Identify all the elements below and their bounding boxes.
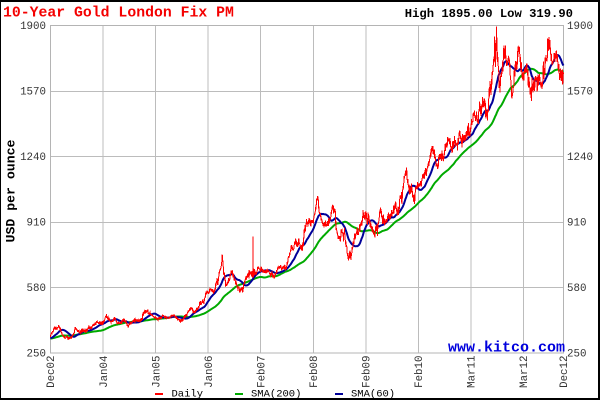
svg-text:High 1895.00 Low 319.90: High 1895.00 Low 319.90 [405, 7, 573, 21]
svg-text:250: 250 [27, 349, 46, 361]
svg-text:1900: 1900 [567, 21, 593, 33]
svg-text:Daily: Daily [172, 389, 204, 400]
svg-text:Feb09: Feb09 [362, 356, 374, 388]
svg-text:910: 910 [567, 218, 586, 230]
svg-text:1240: 1240 [567, 152, 593, 164]
svg-text:Dec02: Dec02 [46, 356, 58, 388]
svg-text:1240: 1240 [20, 152, 46, 164]
svg-text:1900: 1900 [20, 21, 46, 33]
svg-text:250: 250 [567, 349, 586, 361]
svg-text:Mar11: Mar11 [467, 356, 479, 388]
svg-text:Feb08: Feb08 [309, 356, 321, 388]
svg-text:580: 580 [567, 283, 586, 295]
svg-text:SMA(60): SMA(60) [351, 389, 395, 400]
svg-text:910: 910 [27, 218, 46, 230]
svg-text:Jan05: Jan05 [151, 356, 163, 388]
svg-text:Feb10: Feb10 [414, 356, 426, 388]
svg-text:Jan06: Jan06 [204, 356, 216, 388]
svg-text:1570: 1570 [567, 87, 593, 99]
svg-text:SMA(200): SMA(200) [251, 389, 301, 400]
svg-text:www.kitco.com: www.kitco.com [448, 339, 565, 356]
svg-text:Dec12: Dec12 [559, 356, 571, 388]
svg-text:1570: 1570 [20, 87, 46, 99]
svg-text:Jan04: Jan04 [99, 356, 111, 388]
svg-text:USD per ounce: USD per ounce [4, 139, 19, 242]
svg-text:580: 580 [27, 283, 46, 295]
svg-text:Mar12: Mar12 [519, 356, 531, 388]
svg-text:10-Year Gold London Fix PM: 10-Year Gold London Fix PM [3, 6, 234, 22]
svg-text:Feb07: Feb07 [256, 356, 268, 388]
